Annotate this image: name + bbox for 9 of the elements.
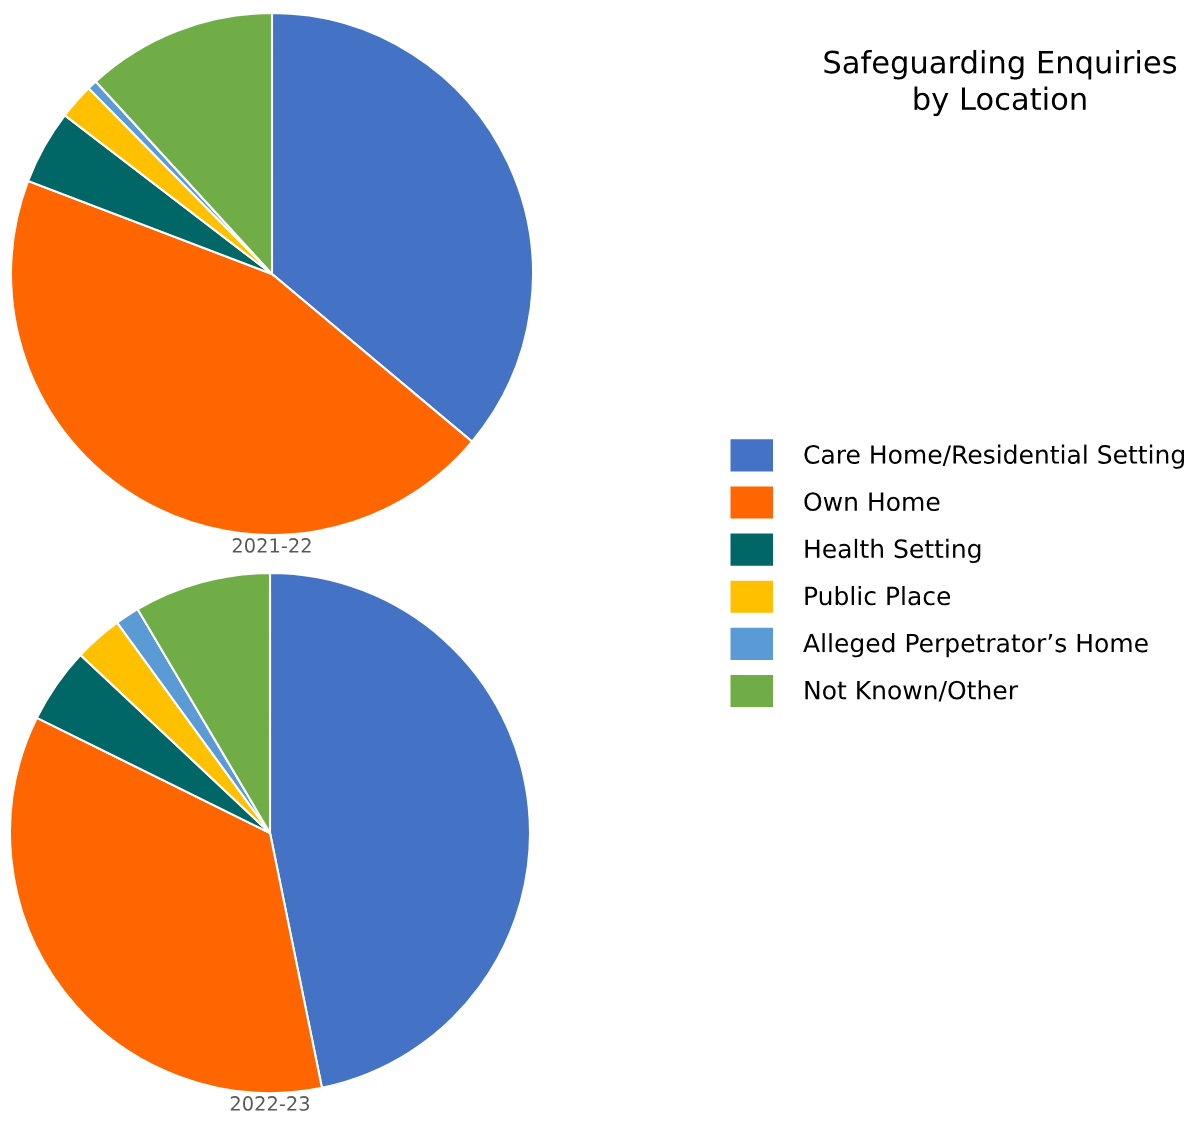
text: 2022-23 <box>230 1096 310 1111</box>
legend-label: Alleged Perpetrator’s Home <box>803 633 1148 658</box>
legend-label: Public Place <box>805 585 951 606</box>
legend-label: Own Home <box>804 492 940 512</box>
text: 2021-22 <box>232 538 311 553</box>
legend-label: Care Home/Residential Setting <box>804 444 1184 469</box>
legend-label: Health Setting <box>805 538 981 564</box>
legend-label: Not Known/Other <box>805 680 1018 702</box>
text: Safeguarding Enquiries by Location <box>824 50 1177 117</box>
